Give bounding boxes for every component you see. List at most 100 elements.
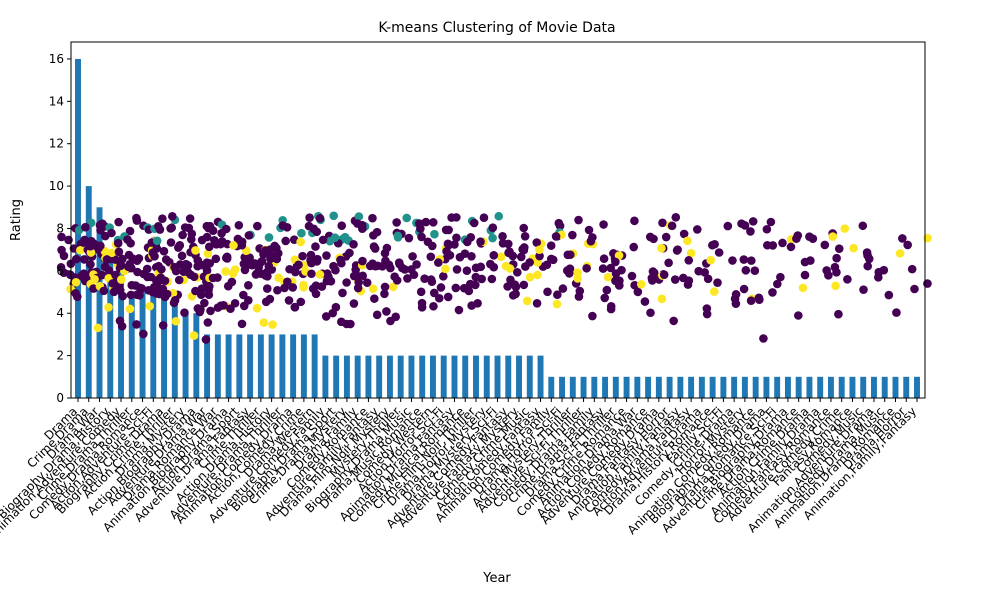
point-42-7 bbox=[525, 272, 535, 282]
point-15-6 bbox=[217, 237, 227, 246]
point-59-1 bbox=[694, 266, 703, 276]
point-37-5 bbox=[469, 218, 479, 228]
bar-23 bbox=[322, 355, 329, 398]
point-12-5 bbox=[203, 249, 213, 258]
point-10-3 bbox=[180, 308, 189, 317]
point-13-3 bbox=[202, 221, 212, 231]
point-16-3 bbox=[237, 240, 247, 250]
point-5-1 bbox=[116, 261, 126, 270]
bar-11 bbox=[193, 313, 200, 398]
point-76-2 bbox=[879, 265, 889, 275]
point-29-4 bbox=[378, 262, 387, 271]
point-46-1 bbox=[558, 284, 568, 293]
point-49-1 bbox=[586, 236, 596, 246]
point-28-5 bbox=[368, 213, 377, 223]
point-52-4 bbox=[630, 216, 639, 226]
point-65-3 bbox=[772, 279, 782, 289]
bar-60 bbox=[720, 376, 727, 398]
point-12-9 bbox=[185, 214, 195, 223]
bar-28 bbox=[376, 355, 383, 398]
point-43-6 bbox=[535, 251, 544, 261]
point-7-9 bbox=[132, 320, 141, 329]
point-0-0 bbox=[79, 255, 89, 264]
bar-6 bbox=[139, 292, 146, 398]
point-31-4 bbox=[392, 276, 402, 285]
point-21-12 bbox=[311, 289, 321, 299]
point-52-5 bbox=[637, 280, 646, 289]
point-3-11 bbox=[99, 286, 109, 296]
point-28-9 bbox=[358, 256, 367, 266]
point-14-2 bbox=[213, 303, 223, 312]
point-45-0 bbox=[546, 241, 556, 250]
bar-1 bbox=[85, 186, 92, 398]
point-47-3 bbox=[562, 266, 572, 275]
point-44-1 bbox=[553, 290, 562, 300]
point-33-4 bbox=[429, 301, 438, 311]
bar-59 bbox=[709, 376, 716, 398]
point-50-3 bbox=[599, 220, 608, 229]
point-68-1 bbox=[808, 234, 818, 243]
point-5-8 bbox=[118, 254, 127, 264]
point-31-7 bbox=[393, 232, 403, 242]
point-38-5 bbox=[465, 279, 475, 289]
bar-63 bbox=[752, 376, 759, 398]
point-74-1 bbox=[858, 221, 868, 231]
point-12-12 bbox=[202, 266, 212, 275]
point-55-0 bbox=[671, 213, 681, 222]
point-13-2 bbox=[205, 282, 214, 291]
point-14-12 bbox=[228, 269, 238, 278]
bar-67 bbox=[795, 376, 802, 398]
point-40-7 bbox=[503, 239, 513, 249]
point-69-1 bbox=[820, 240, 830, 250]
point-11-13 bbox=[181, 259, 191, 269]
point-31-6 bbox=[398, 263, 407, 273]
bar-14 bbox=[225, 334, 232, 398]
point-48-1 bbox=[573, 274, 582, 283]
point-22-5 bbox=[321, 312, 331, 321]
point-41-6 bbox=[519, 223, 529, 233]
y-tick-label-4: 4 bbox=[56, 306, 64, 320]
point-47-4 bbox=[575, 286, 585, 296]
point-47-5 bbox=[563, 250, 573, 260]
y-axis-label: Rating bbox=[9, 199, 24, 241]
point-12-3 bbox=[193, 304, 203, 313]
point-23-8 bbox=[338, 288, 347, 298]
y-tick-label-6: 6 bbox=[56, 264, 64, 278]
point-70-1 bbox=[832, 253, 841, 263]
point-35-8 bbox=[451, 283, 461, 293]
point-69-3 bbox=[832, 267, 841, 277]
point-56-0 bbox=[670, 275, 680, 284]
point-71-1 bbox=[834, 244, 844, 253]
point-63-4 bbox=[739, 284, 749, 294]
bar-16 bbox=[247, 334, 254, 398]
point-6-3 bbox=[123, 235, 132, 244]
point-39-8 bbox=[479, 213, 489, 223]
point-17-10 bbox=[264, 233, 274, 242]
point-15-12 bbox=[244, 231, 254, 240]
point-22-1 bbox=[315, 214, 325, 223]
point-6-5 bbox=[139, 269, 148, 279]
point-17-11 bbox=[244, 280, 253, 290]
point-1-14 bbox=[71, 277, 81, 287]
point-36-6 bbox=[452, 213, 461, 222]
point-58-0 bbox=[713, 278, 722, 287]
point-56-2 bbox=[667, 221, 677, 231]
bar-64 bbox=[763, 376, 770, 398]
point-38-2 bbox=[471, 272, 481, 282]
point-23-1 bbox=[322, 276, 332, 286]
bar-33 bbox=[430, 355, 436, 398]
point-44-2 bbox=[532, 238, 542, 247]
point-13-9 bbox=[201, 335, 211, 344]
point-35-1 bbox=[434, 258, 443, 267]
point-27-4 bbox=[354, 212, 364, 221]
point-20-0 bbox=[278, 221, 288, 230]
point-3-19 bbox=[102, 255, 112, 264]
bar-30 bbox=[397, 355, 404, 398]
bar-68 bbox=[806, 376, 813, 398]
point-29-8 bbox=[402, 213, 412, 223]
point-57-2 bbox=[672, 246, 682, 255]
point-35-4 bbox=[441, 225, 451, 235]
point-23-11 bbox=[306, 256, 315, 265]
point-20-6 bbox=[281, 236, 290, 246]
point-13-1 bbox=[205, 259, 215, 268]
